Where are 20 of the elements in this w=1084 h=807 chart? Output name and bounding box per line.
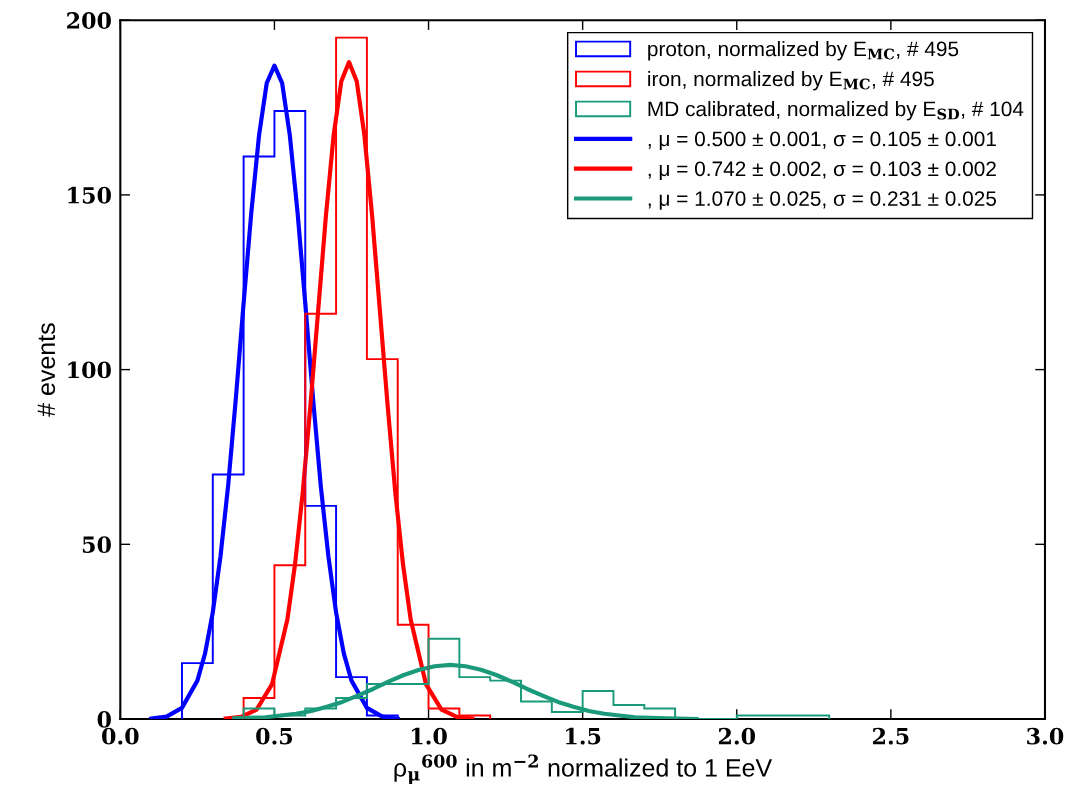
y-tick-label: 200 xyxy=(67,12,111,29)
y-tick-label: 0 xyxy=(97,710,111,728)
x-tick-label: 0.0 xyxy=(102,727,139,745)
legend-label: , μ = 0.500 ± 0.001, σ = 0.105 ± 0.001 xyxy=(648,131,996,151)
y-tick-label: 150 xyxy=(68,186,111,204)
x-tick-label: 1.5 xyxy=(566,727,601,745)
x-tick-label: 2.0 xyxy=(718,727,756,745)
legend-label: iron, normalized by E$_{MC}$, # 495 xyxy=(648,71,934,91)
y-tick-label: 50 xyxy=(82,536,111,554)
x-tick-label: 1.0 xyxy=(411,727,447,745)
legend-label: , μ = 1.070 ± 0.025, σ = 0.231 ± 0.025 xyxy=(648,191,997,210)
y-axis-title: # events xyxy=(37,323,56,417)
legend-label: proton, normalized by E$_{MC}$, # 495 xyxy=(648,41,959,61)
legend-label: , μ = 0.742 ± 0.002, σ = 0.103 ± 0.002 xyxy=(648,161,996,180)
x-tick-label: 3.0 xyxy=(1027,727,1064,745)
y-tick-label: 100 xyxy=(68,361,111,379)
x-tick-label: 0.5 xyxy=(256,727,293,745)
x-tick-label: 2.5 xyxy=(873,727,909,745)
x-axis-title: ρ$_{μ}$$^{600}$ in m$^{−2}$ normalized to 1 EeV xyxy=(394,754,773,785)
legend-label: MD calibrated, normalized by E$_{SD}$, # 104 xyxy=(648,101,1024,121)
